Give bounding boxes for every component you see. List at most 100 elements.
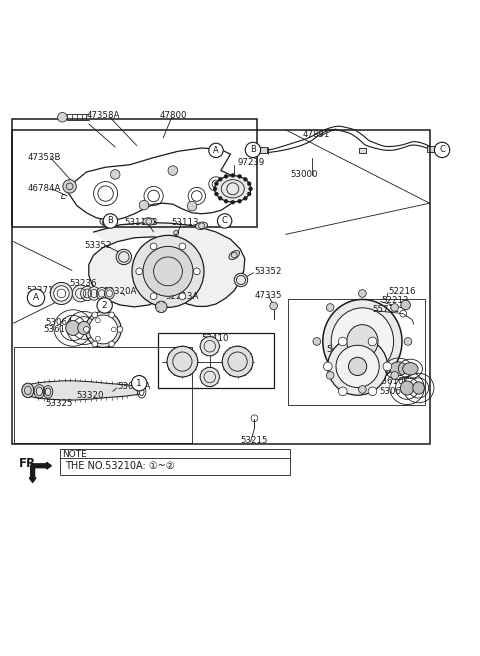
Circle shape: [132, 375, 147, 391]
Circle shape: [247, 192, 251, 196]
Ellipse shape: [323, 299, 402, 384]
Text: 53236: 53236: [70, 279, 97, 289]
Circle shape: [58, 112, 67, 122]
Text: 52216: 52216: [389, 287, 416, 297]
Text: 55732: 55732: [372, 305, 399, 314]
Circle shape: [401, 300, 410, 310]
Text: 52115: 52115: [326, 345, 354, 354]
Circle shape: [218, 196, 222, 200]
Circle shape: [27, 289, 45, 306]
Circle shape: [132, 236, 204, 308]
Ellipse shape: [50, 282, 72, 304]
Ellipse shape: [400, 381, 414, 395]
Ellipse shape: [229, 251, 240, 260]
Ellipse shape: [105, 288, 114, 299]
Circle shape: [215, 182, 218, 186]
Text: 47891: 47891: [302, 130, 330, 139]
Circle shape: [231, 200, 235, 204]
Circle shape: [97, 298, 112, 313]
Ellipse shape: [390, 362, 407, 376]
Text: THE NO.53210A: ①~②: THE NO.53210A: ①~②: [65, 461, 174, 471]
Circle shape: [92, 341, 98, 347]
Circle shape: [187, 201, 197, 211]
Text: NOTE: NOTE: [62, 450, 87, 459]
Ellipse shape: [196, 222, 207, 230]
Text: 47358A: 47358A: [86, 111, 120, 120]
Ellipse shape: [85, 312, 121, 348]
Circle shape: [245, 142, 261, 157]
Circle shape: [150, 243, 157, 250]
Text: FR.: FR.: [19, 457, 41, 470]
Ellipse shape: [22, 383, 34, 398]
Bar: [12, 130, 430, 444]
Circle shape: [247, 182, 251, 186]
Ellipse shape: [100, 218, 111, 226]
Ellipse shape: [88, 287, 100, 300]
Bar: [359, 148, 366, 154]
Bar: [259, 146, 267, 154]
Ellipse shape: [234, 274, 248, 287]
Circle shape: [179, 293, 186, 300]
Circle shape: [103, 214, 118, 228]
FancyArrow shape: [31, 462, 51, 469]
Bar: [14, 347, 192, 443]
Text: 2: 2: [102, 301, 108, 310]
Text: 53320: 53320: [77, 391, 104, 400]
Circle shape: [359, 289, 366, 297]
Bar: [427, 146, 436, 152]
Circle shape: [110, 170, 120, 179]
Ellipse shape: [215, 176, 251, 202]
Text: 47335: 47335: [254, 291, 282, 300]
Text: A: A: [213, 146, 219, 155]
Text: B: B: [108, 216, 113, 226]
Circle shape: [368, 337, 377, 346]
Text: C: C: [439, 146, 445, 154]
Circle shape: [238, 174, 241, 178]
Circle shape: [143, 247, 193, 297]
Ellipse shape: [81, 286, 94, 300]
Text: 53610C: 53610C: [377, 377, 410, 386]
Circle shape: [217, 214, 232, 228]
Circle shape: [200, 337, 219, 356]
Circle shape: [326, 304, 334, 312]
Circle shape: [193, 268, 200, 275]
Circle shape: [218, 177, 222, 181]
Bar: [60, 449, 290, 476]
Circle shape: [200, 367, 219, 386]
Text: 53352: 53352: [84, 241, 111, 250]
Ellipse shape: [54, 286, 69, 301]
Circle shape: [270, 302, 277, 310]
Text: 53371B: 53371B: [26, 286, 60, 295]
Circle shape: [238, 199, 241, 203]
Text: 53410: 53410: [202, 334, 229, 343]
Circle shape: [168, 166, 178, 175]
Circle shape: [391, 371, 398, 379]
Ellipse shape: [78, 321, 90, 335]
Circle shape: [213, 187, 217, 191]
Text: 53064: 53064: [46, 318, 73, 327]
Text: B: B: [250, 146, 256, 154]
Circle shape: [326, 371, 334, 379]
Text: A: A: [33, 293, 39, 302]
Ellipse shape: [413, 382, 424, 394]
Ellipse shape: [143, 218, 155, 225]
Circle shape: [109, 312, 115, 318]
Text: C: C: [222, 216, 228, 226]
Ellipse shape: [116, 249, 132, 264]
Circle shape: [156, 301, 167, 313]
Text: 1: 1: [136, 379, 142, 388]
Text: 53352: 53352: [254, 267, 282, 276]
Text: 53325: 53325: [46, 399, 73, 408]
Circle shape: [224, 174, 228, 178]
Circle shape: [136, 268, 143, 275]
Circle shape: [434, 142, 450, 157]
Ellipse shape: [327, 338, 388, 395]
Circle shape: [139, 200, 149, 210]
Circle shape: [338, 337, 347, 346]
Circle shape: [150, 293, 157, 300]
Text: 53610C: 53610C: [43, 325, 77, 334]
Bar: [12, 119, 257, 227]
Polygon shape: [89, 222, 245, 307]
Ellipse shape: [72, 285, 89, 302]
Bar: [288, 299, 425, 405]
